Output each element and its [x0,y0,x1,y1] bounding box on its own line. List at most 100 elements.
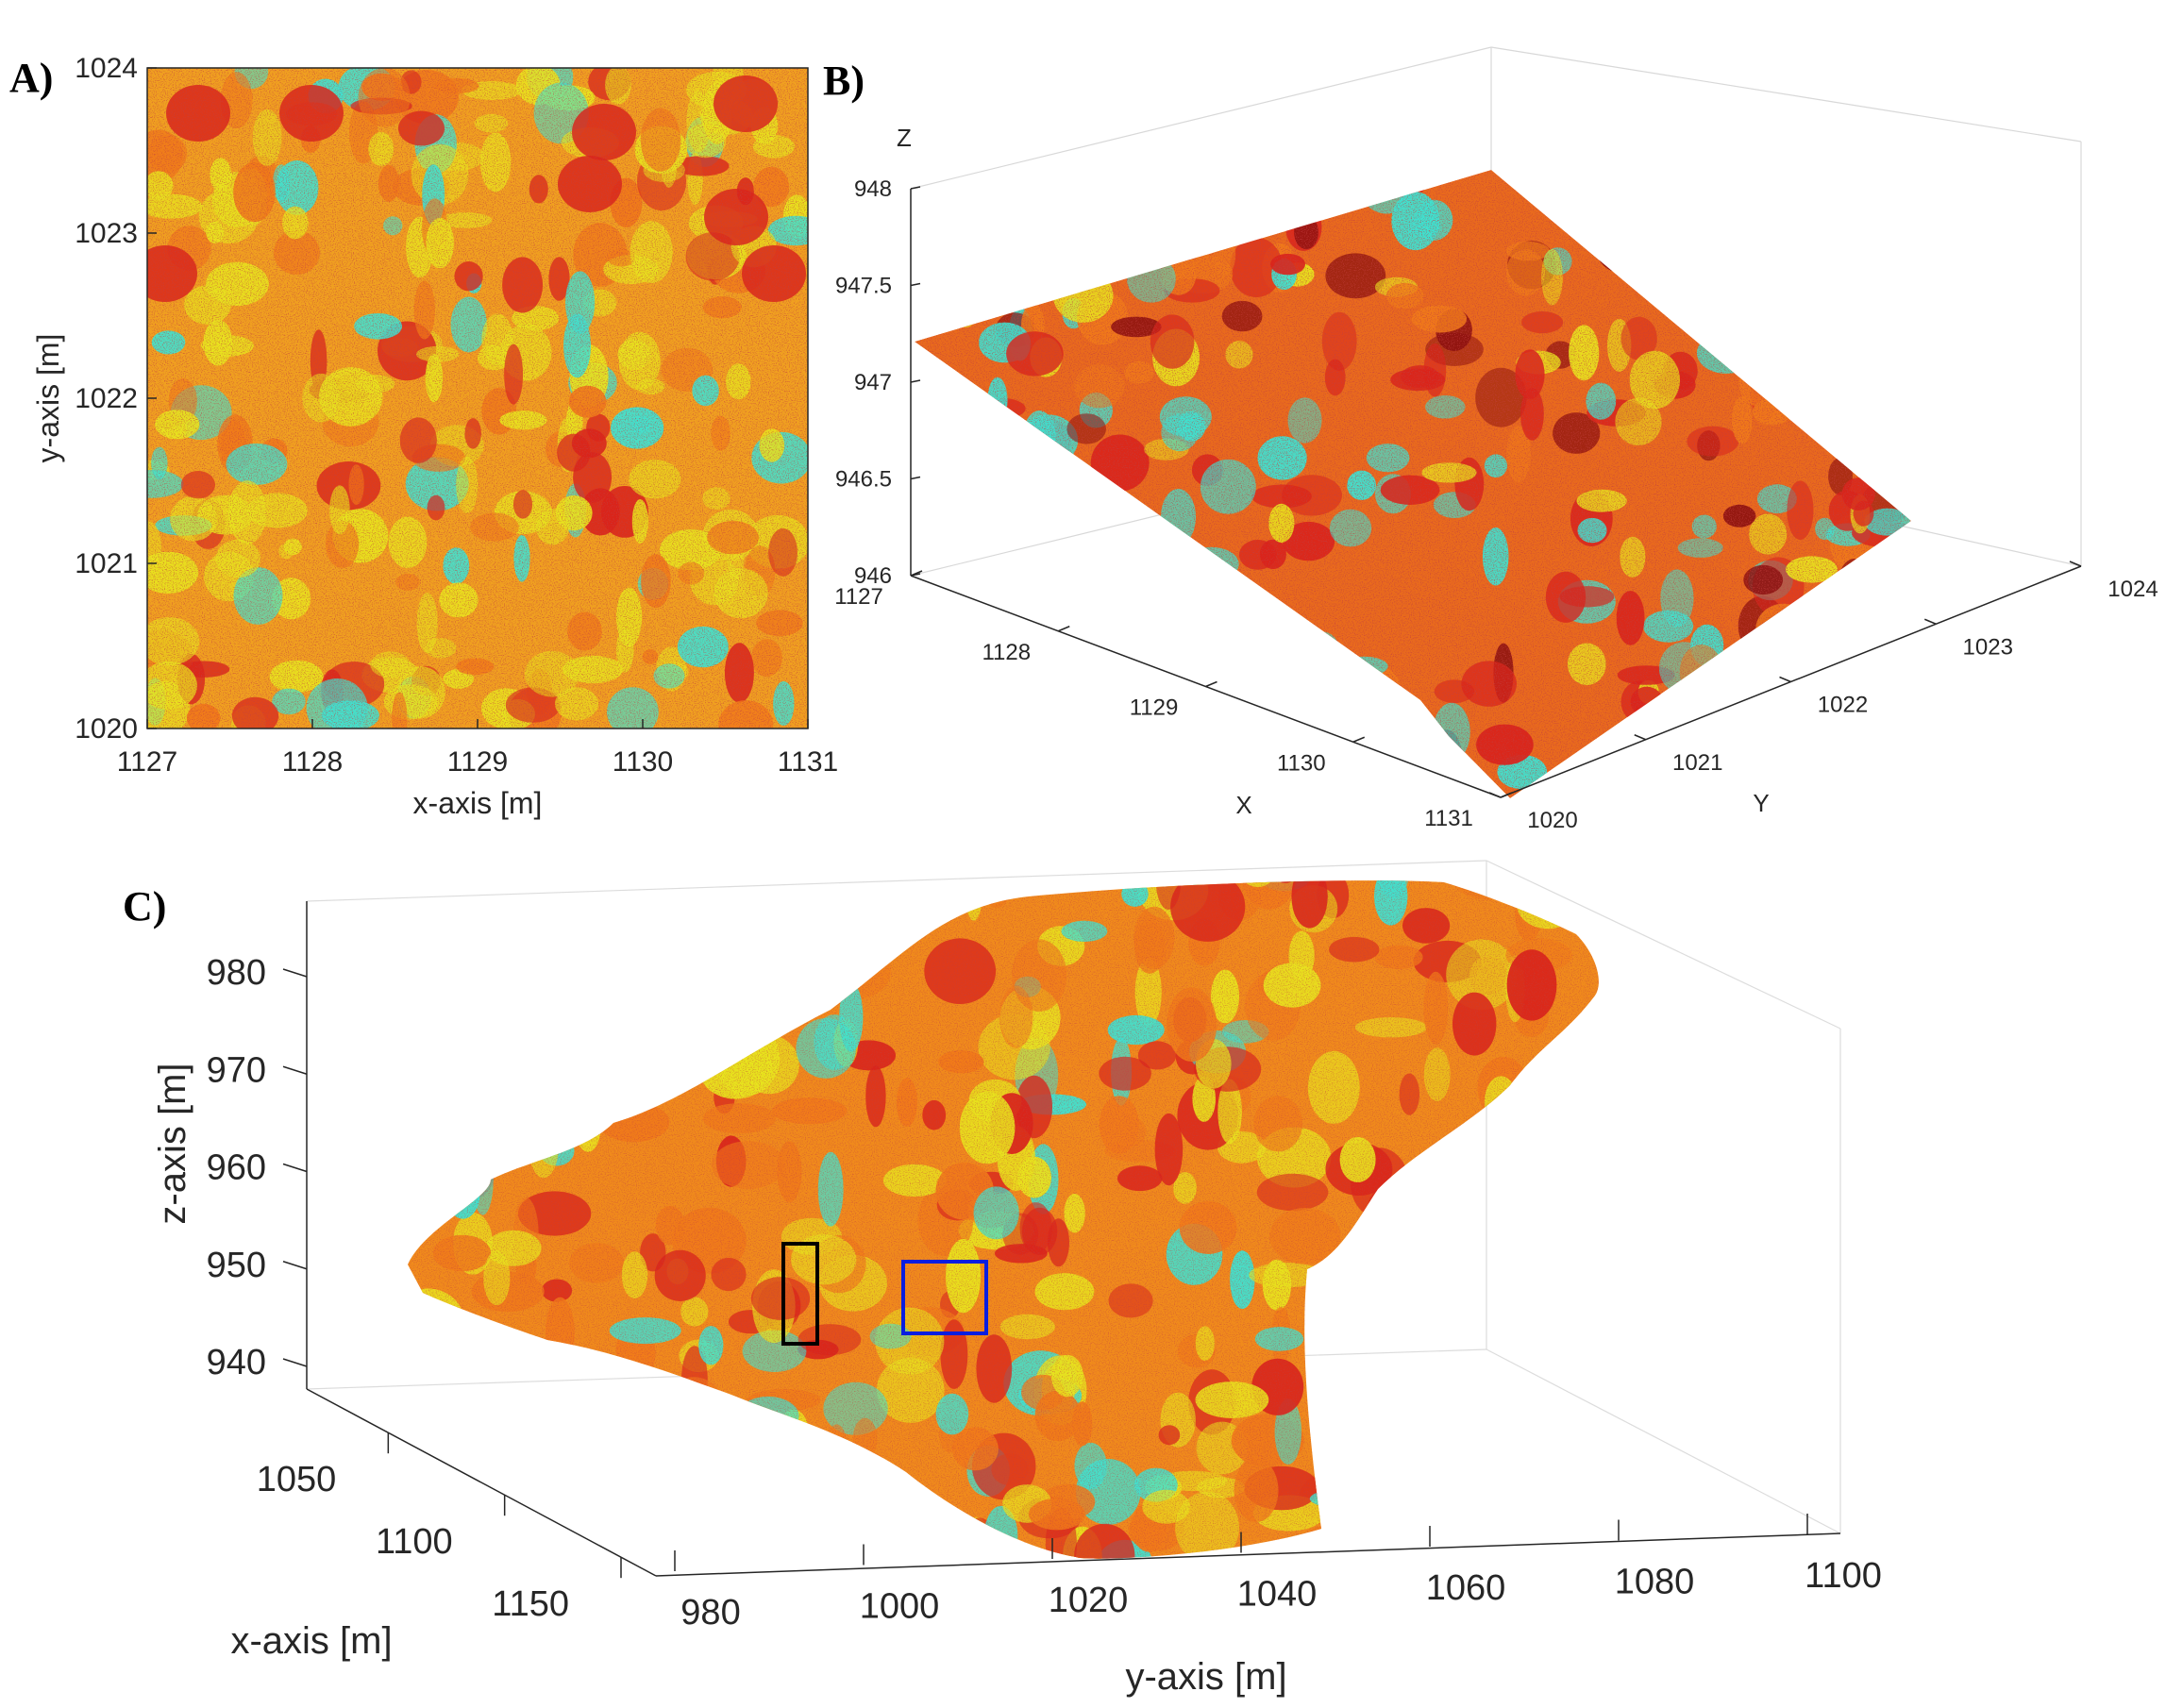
panel-b-patch [1152,170,1201,210]
panel-c-patch [1490,1400,1535,1423]
panel-c-patch [630,1055,665,1077]
panel-c-patch [446,1029,498,1061]
panel-a-point-cloud [147,68,808,728]
panel-c-patch [992,1543,1051,1559]
panel-c-patch [774,880,838,897]
panel-c-patch [536,892,612,940]
panel-b-patch [956,529,1006,585]
panel-b-patch [1392,760,1443,798]
panel-c-patch [1274,880,1298,883]
panel-c-patch [478,1124,527,1146]
panel-b-patch [1850,451,1886,474]
panel-c-patch [425,1343,484,1402]
panel-c-patch [884,1550,922,1559]
panel-b-patch [1246,171,1297,215]
panel-c-patch [1584,1505,1599,1548]
panel-a-ytick-label: 1023 [75,218,138,249]
panel-c-patch [1498,1129,1518,1174]
panel-b-patch [915,671,958,708]
panel-c-patch [644,889,697,923]
panel-b-patch [1835,170,1881,215]
panel-c-patch [480,959,506,993]
panel-b-patch [930,257,979,303]
panel-b-patch [1797,193,1822,254]
panel-b-patch [1797,193,1833,226]
panel-c-patch [408,1044,444,1069]
panel-c-patch [1483,1481,1514,1530]
panel-c-patch [436,1026,495,1084]
panel-c-patch [1553,1507,1599,1558]
panel-b-ztick-label: 946.5 [835,467,892,493]
panel-b-patch [1149,170,1186,205]
panel-c-patch [575,896,644,933]
panel-b-xtick-label: 1127 [834,584,883,610]
panel-c-patch [591,983,612,1025]
panel-b-patch [915,605,949,645]
panel-b-patch [1790,363,1833,408]
panel-b-patch [1321,678,1349,698]
panel-b-patch [1693,781,1716,798]
panel-b-patch [915,608,961,651]
panel-c-patch [609,1537,653,1559]
panel-a-xtick-label: 1131 [778,746,839,778]
panel-c-xtick-label: 1050 [257,1460,337,1499]
panel-b-patch [984,428,1024,482]
panel-b-patch [982,750,1041,798]
panel-b-patch [1195,745,1251,775]
panel-c-patch [1576,1492,1599,1559]
panel-c-patch [488,1090,527,1141]
panel-c-patch [744,945,777,966]
panel-b-patch [1233,181,1253,233]
panel-b-patch [1882,552,1911,590]
panel-b-ztick-mark [910,186,921,190]
panel-b-patch [944,514,970,575]
panel-b-patch [1738,272,1762,303]
panel-b-patch [1877,705,1908,739]
panel-c-patch [1551,1095,1599,1117]
panel-b-patch [934,384,956,441]
panel-c-patch [782,887,802,960]
panel-b-patch [1808,377,1844,418]
panel-b-patch [1889,294,1911,353]
panel-c-ytick-label: 1080 [1615,1563,1695,1602]
panel-b-patch [937,752,978,787]
panel-a-xlabel: x-axis [m] [413,786,543,820]
panel-b-patch [1187,618,1221,666]
panel-c-ytick-label: 1100 [1805,1556,1882,1596]
panel-c-patch [491,1501,515,1539]
panel-c-patch [1548,1357,1589,1406]
panel-c-patch [774,880,824,887]
panel-b-xtick-mark [1500,792,1513,798]
panel-c-patch [408,1443,426,1492]
panel-b-ytick-label: 1023 [1963,634,2013,660]
panel-c-patch [408,1293,416,1334]
panel-b-patch [1733,244,1782,295]
panel-b-patch [1082,209,1122,238]
panel-c-patch [408,954,461,1001]
panel-b-ytick-label: 1022 [1818,693,1868,718]
panel-c-patch [759,1435,796,1481]
panel-c-patch [448,884,471,934]
panel-c-patch [652,953,707,1020]
panel-b-patch [1624,202,1671,240]
panel-b-patch [1849,374,1887,407]
panel-b-patch [1089,186,1146,247]
panel-b-patch [1052,759,1096,782]
panel-c-xlabel: x-axis [m] [230,1620,392,1662]
panel-b-patch [1125,522,1152,561]
panel-c-patch [740,1485,795,1506]
panel-c-ztick-label: 960 [207,1148,266,1188]
panel-c-patch [1501,1491,1536,1530]
panel-c-patch [1534,1522,1567,1559]
panel-b-patch [915,726,944,768]
panel-c-patch [1335,1275,1356,1336]
panel-c-patch [547,880,593,938]
panel-b-patch [1800,379,1847,418]
panel-b-patch [1764,268,1807,311]
panel-c-patch [654,1004,715,1026]
panel-b-patch [938,733,982,777]
panel-b-ylabel: Y [1753,789,1769,817]
panel-b: B) 946 946.5 947 947.5 948 1127 1128 1129 1130 11… [823,46,2158,833]
panel-c-patch [621,999,695,1027]
panel-b-ztick-mark [910,282,921,287]
